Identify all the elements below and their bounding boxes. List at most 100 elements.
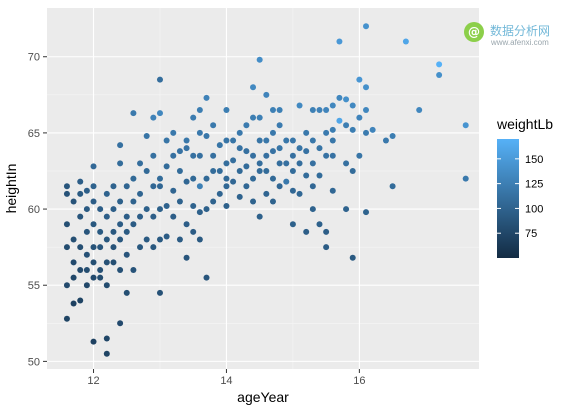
data-points xyxy=(63,23,469,357)
data-point xyxy=(223,160,230,167)
data-point xyxy=(183,145,190,152)
data-point xyxy=(389,132,396,139)
data-point xyxy=(83,187,90,194)
data-point xyxy=(83,251,90,258)
data-point xyxy=(402,38,409,45)
data-point xyxy=(363,209,370,216)
data-point xyxy=(343,206,350,213)
data-point xyxy=(263,137,270,144)
data-point xyxy=(143,167,150,174)
data-point xyxy=(123,251,130,258)
data-point xyxy=(77,297,84,304)
data-point xyxy=(90,338,97,345)
data-point xyxy=(223,183,230,190)
data-point xyxy=(137,160,144,167)
data-point xyxy=(389,183,396,190)
data-point xyxy=(103,213,110,220)
data-point xyxy=(263,91,270,98)
data-point xyxy=(196,129,203,136)
data-point xyxy=(103,236,110,243)
data-point xyxy=(289,137,296,144)
data-point xyxy=(110,259,117,266)
data-point xyxy=(103,282,110,289)
data-point xyxy=(190,228,197,235)
data-point xyxy=(143,236,150,243)
data-point xyxy=(210,122,217,129)
x-tick-label: 12 xyxy=(87,375,99,387)
data-point xyxy=(289,187,296,194)
data-point xyxy=(190,114,197,121)
data-point xyxy=(210,167,217,174)
data-point xyxy=(150,213,157,220)
data-point xyxy=(216,167,223,174)
data-point xyxy=(123,228,130,235)
data-point xyxy=(97,206,104,213)
data-point xyxy=(316,221,323,228)
data-point xyxy=(283,178,290,185)
data-point xyxy=(150,183,157,190)
data-point xyxy=(77,190,84,197)
data-point xyxy=(276,122,283,129)
data-point xyxy=(123,289,130,296)
data-point xyxy=(170,152,177,159)
data-point xyxy=(309,183,316,190)
data-point xyxy=(256,56,263,63)
data-point xyxy=(363,23,370,30)
data-point xyxy=(117,236,124,243)
data-point xyxy=(117,320,124,327)
data-point xyxy=(103,259,110,266)
legend-label: 75 xyxy=(525,228,537,240)
y-tick-label: 50 xyxy=(28,356,40,368)
data-point xyxy=(196,152,203,159)
data-point xyxy=(309,206,316,213)
data-point xyxy=(183,254,190,261)
data-point xyxy=(110,244,117,251)
data-point xyxy=(329,187,336,194)
data-point xyxy=(77,213,84,220)
data-point xyxy=(156,236,163,243)
data-point xyxy=(150,152,157,159)
data-point xyxy=(170,129,177,136)
data-point xyxy=(236,193,243,200)
data-point xyxy=(230,157,237,164)
data-point xyxy=(90,183,97,190)
data-point xyxy=(269,148,276,155)
data-point xyxy=(323,152,330,159)
data-point xyxy=(349,254,356,261)
data-point xyxy=(276,145,283,152)
data-point xyxy=(243,148,250,155)
data-point xyxy=(256,137,263,144)
data-point xyxy=(130,266,137,273)
data-point xyxy=(363,129,370,136)
data-point xyxy=(216,190,223,197)
data-point xyxy=(236,145,243,152)
data-point xyxy=(196,183,203,190)
data-point xyxy=(269,107,276,114)
data-point xyxy=(329,152,336,159)
data-point xyxy=(236,129,243,136)
data-point xyxy=(156,183,163,190)
data-point xyxy=(137,213,144,220)
data-point xyxy=(203,206,210,213)
data-point xyxy=(90,244,97,251)
data-point xyxy=(316,107,323,114)
data-point xyxy=(436,72,443,79)
data-point xyxy=(336,94,343,101)
data-point xyxy=(110,228,117,235)
data-point xyxy=(176,198,183,205)
data-point xyxy=(130,175,137,182)
data-point xyxy=(196,209,203,216)
data-point xyxy=(83,266,90,273)
legend-colorbar xyxy=(497,139,519,258)
data-point xyxy=(462,175,469,182)
watermark-name: 数据分析网 xyxy=(490,23,550,38)
data-point xyxy=(150,114,157,121)
data-point xyxy=(63,190,70,197)
data-point xyxy=(77,244,84,251)
x-tick-label: 16 xyxy=(353,375,365,387)
data-point xyxy=(117,266,124,273)
data-point xyxy=(170,187,177,194)
data-point xyxy=(296,102,303,109)
data-point xyxy=(190,203,197,210)
data-point xyxy=(243,122,250,129)
